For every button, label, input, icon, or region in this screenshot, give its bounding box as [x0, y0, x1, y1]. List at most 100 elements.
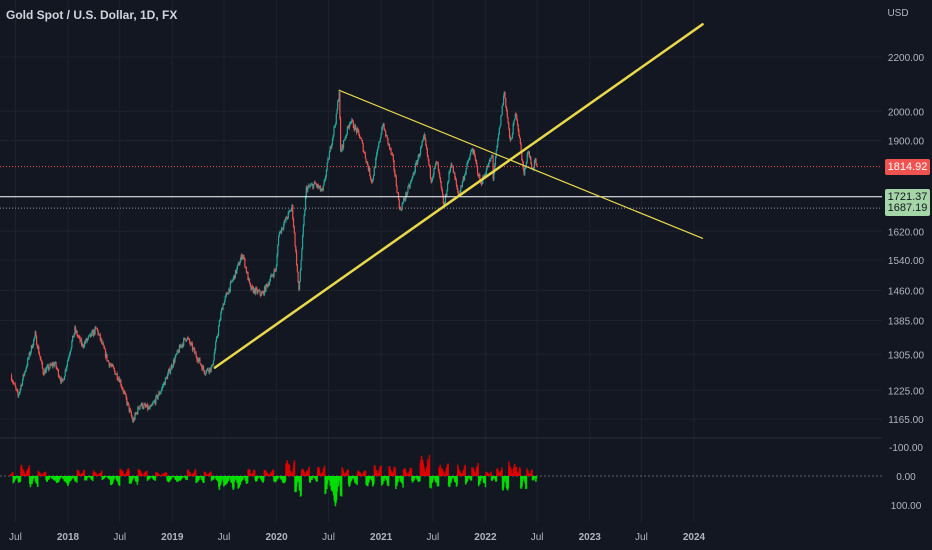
oscillator-bar — [182, 476, 184, 477]
candle-body — [336, 109, 338, 114]
oscillator-bar — [257, 476, 259, 479]
candle-body — [341, 144, 343, 152]
candle-body — [56, 367, 58, 370]
candle-body — [436, 161, 438, 163]
candle-body — [244, 258, 246, 268]
candle-body — [110, 365, 112, 367]
oscillator-pane — [0, 455, 882, 507]
candle-body — [448, 172, 450, 181]
candle-body — [28, 352, 30, 359]
candle-body — [324, 179, 326, 181]
candle-body — [259, 290, 261, 295]
candle-body — [212, 360, 215, 366]
oscillator-bar — [190, 474, 192, 476]
oscillator-bar — [490, 471, 492, 476]
candle-body — [195, 352, 197, 357]
candle-body — [412, 173, 414, 177]
candle-body — [474, 155, 476, 160]
candle-body — [505, 97, 507, 107]
x-tick-label: 2019 — [161, 532, 184, 543]
candle-body — [137, 406, 139, 414]
candle-body — [228, 288, 231, 292]
candle-body — [172, 366, 174, 368]
candle-body — [533, 167, 535, 170]
oscillator-bar — [293, 460, 296, 476]
candle-body — [127, 402, 129, 405]
candle-body — [87, 336, 89, 339]
candle-body — [377, 147, 379, 151]
candle-body — [53, 363, 56, 366]
oscillator-bar — [104, 476, 107, 477]
candle-body — [214, 349, 216, 354]
x-tick-label: Jul — [531, 532, 544, 543]
oscillator-bar — [364, 470, 367, 476]
candle-body — [492, 155, 494, 180]
candle-body — [41, 362, 44, 369]
candle-body — [89, 333, 92, 337]
candle-body — [471, 149, 473, 151]
candle-body — [460, 185, 462, 191]
candle-body — [117, 378, 119, 380]
candle-body — [421, 142, 423, 146]
candle-body — [178, 345, 180, 353]
candle-body — [127, 402, 129, 405]
candle-body — [205, 372, 207, 374]
candle-body — [107, 360, 110, 363]
candle-body — [281, 228, 283, 229]
oscillator-bar — [59, 476, 62, 479]
candle-body — [21, 384, 23, 386]
candle-body — [395, 176, 397, 186]
candle-body — [168, 368, 170, 372]
candle-body — [301, 235, 304, 250]
time-axis[interactable]: Jul 2018 Jul 2019 Jul 2020 Jul 2021 Jul 2022 Jul 20… — [9, 532, 706, 543]
oscillator-bar — [318, 469, 321, 476]
candle-body — [55, 362, 57, 368]
candle-body — [253, 288, 255, 293]
candle-body — [128, 404, 130, 412]
candle-body — [209, 367, 211, 373]
candle-body — [322, 185, 324, 191]
oscillator-bar — [402, 476, 404, 488]
candle-body — [156, 395, 158, 396]
candle-body — [344, 138, 346, 141]
oscillator-bar — [522, 476, 524, 480]
candle-body — [31, 345, 33, 349]
candle-body — [528, 151, 530, 153]
oscillator-bar — [232, 476, 235, 489]
candle-body — [104, 349, 107, 358]
candle-body — [290, 208, 292, 212]
trendlines[interactable] — [213, 23, 704, 369]
candle-body — [426, 148, 428, 156]
candle-body — [94, 327, 96, 334]
oscillator-bar — [503, 476, 506, 482]
candle-body — [52, 363, 54, 367]
candle-body — [345, 135, 347, 139]
oscillator-bar — [39, 473, 42, 476]
candle-body — [432, 174, 434, 178]
candle-body — [521, 150, 523, 160]
oscillator-bar — [495, 476, 498, 482]
candle-body — [468, 158, 470, 161]
candle-body — [376, 150, 378, 155]
trendline-falling-resistance[interactable] — [338, 89, 704, 239]
oscillator-bar — [267, 474, 270, 476]
candle-body — [528, 151, 531, 158]
candle-body — [320, 190, 322, 192]
oscillator-bar — [277, 476, 279, 479]
price-axis[interactable]: 2200.00 2000.00 1900.00 1620.00 1540.00 1460.… — [887, 8, 924, 426]
candle-body — [464, 174, 466, 180]
oscillator-bar — [316, 476, 318, 482]
candle-body — [277, 237, 280, 246]
candle-body — [503, 96, 505, 104]
candle-body — [86, 338, 88, 341]
oscillator-bar — [300, 476, 302, 496]
oscillator-bar — [132, 476, 135, 478]
candle-body — [267, 283, 269, 287]
candle-body — [213, 353, 215, 361]
candle-body — [370, 178, 372, 182]
candle-body — [291, 205, 293, 209]
trendline-rising-support[interactable] — [213, 23, 704, 369]
chart-title[interactable]: Gold Spot / U.S. Dollar, 1D, FX — [6, 8, 178, 22]
candle-body — [375, 154, 378, 159]
